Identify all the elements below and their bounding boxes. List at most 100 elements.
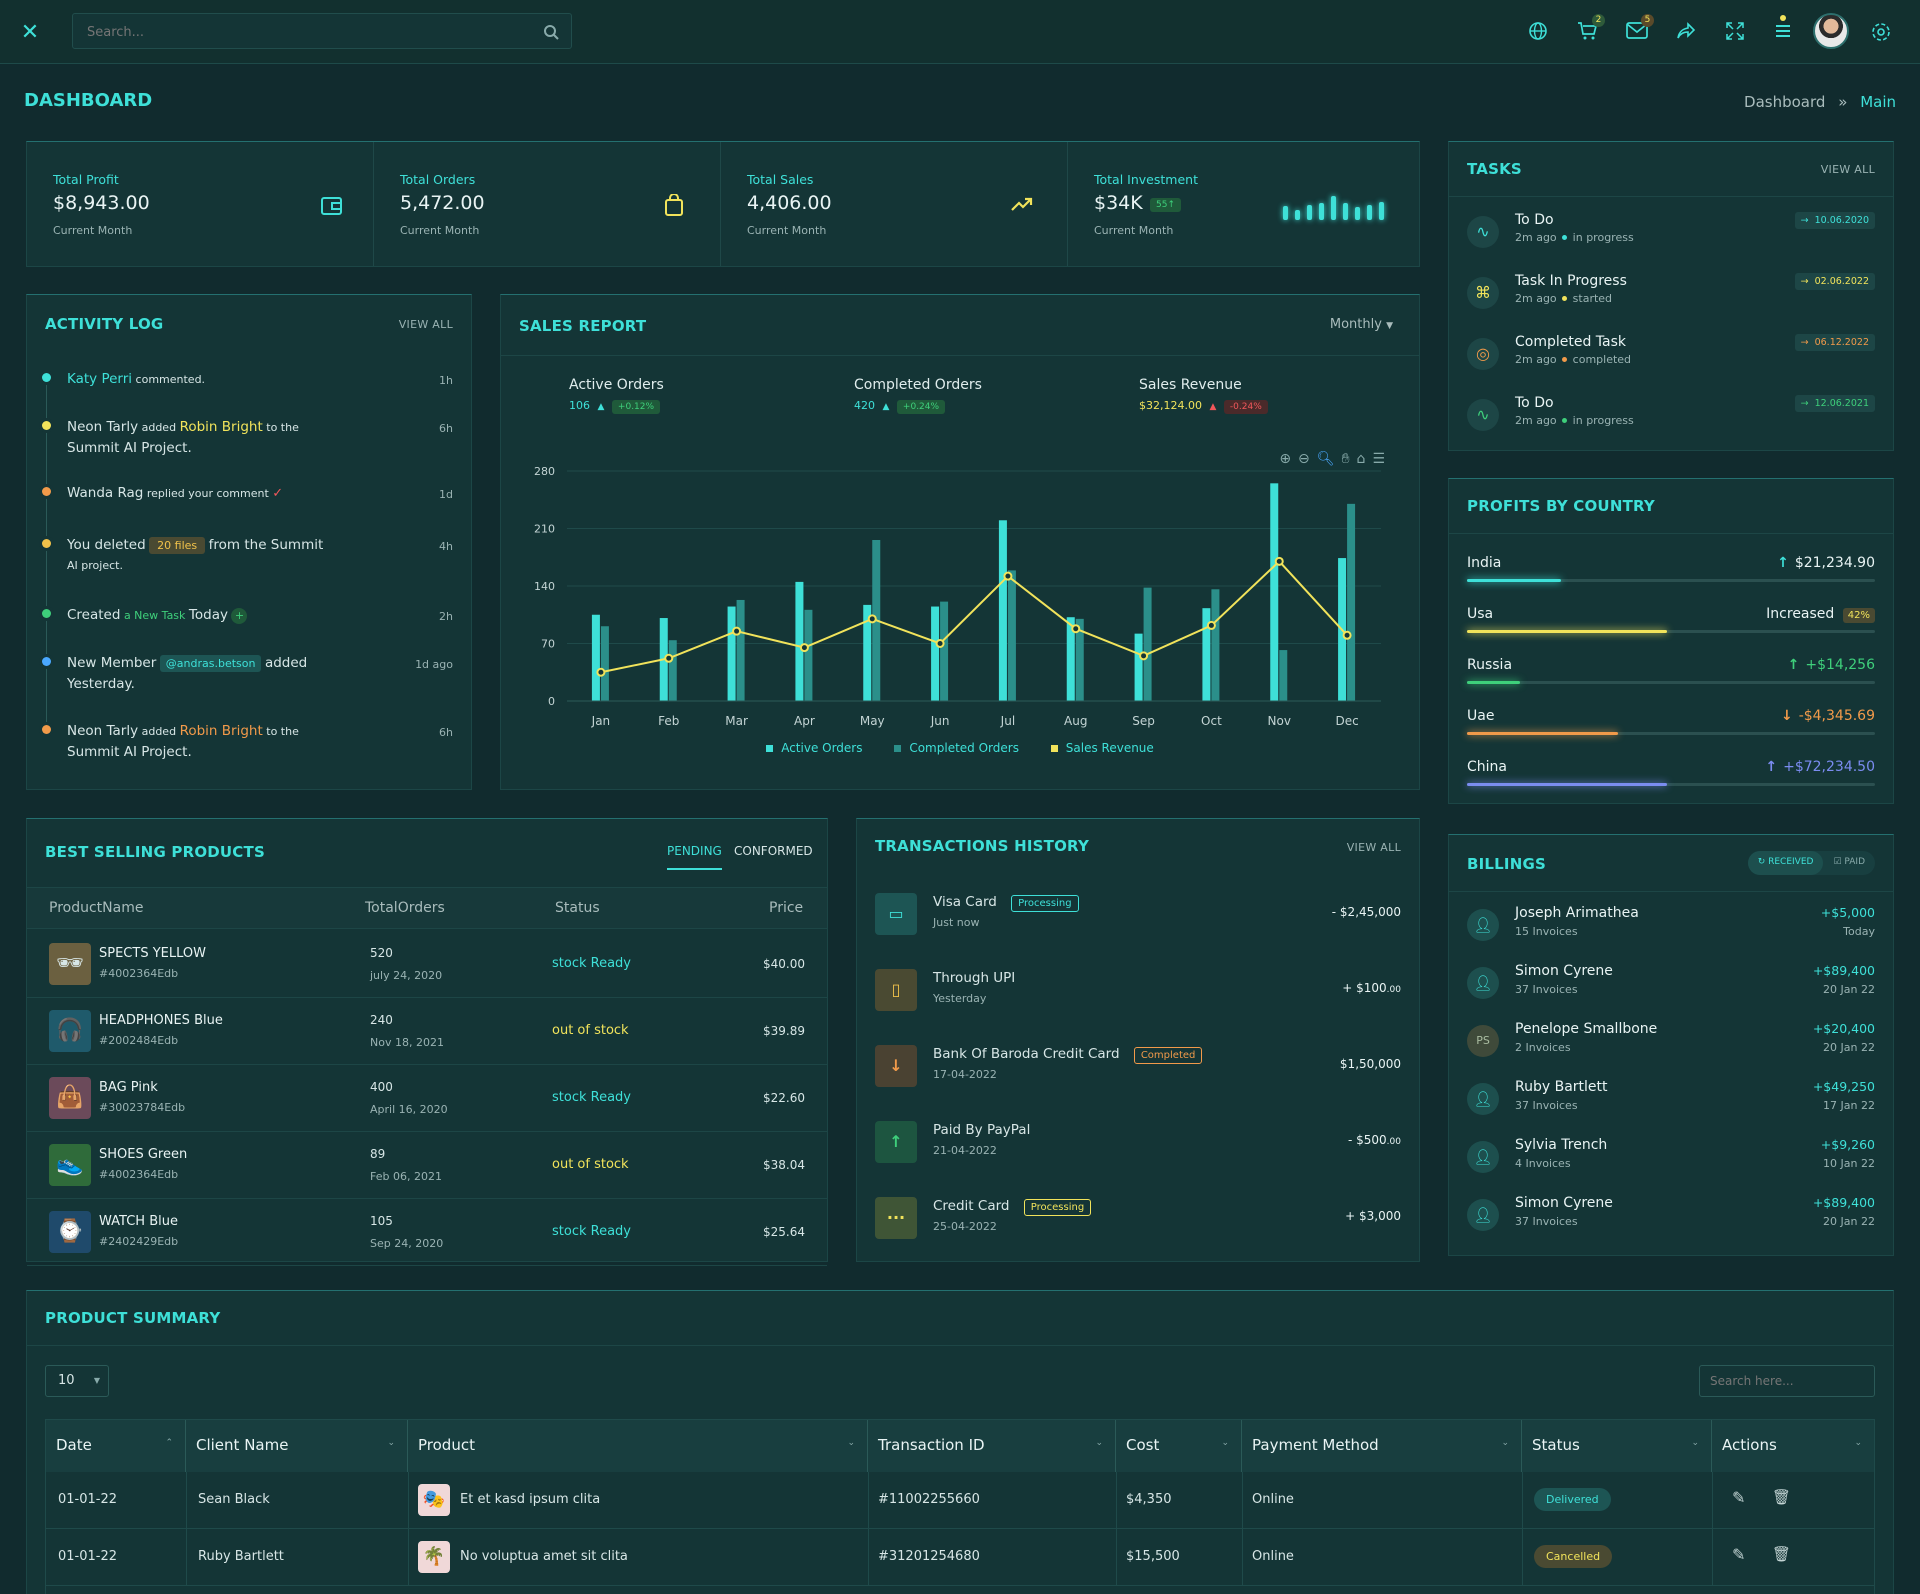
pan-icon[interactable]: ✋︎ — [1341, 451, 1350, 467]
share-icon[interactable] — [1676, 21, 1696, 41]
point-sales-revenue[interactable] — [799, 643, 809, 653]
bar-active-orders[interactable] — [1270, 483, 1279, 701]
transaction-name[interactable]: Bank Of Baroda Credit Card — [933, 1046, 1120, 1062]
new-task-link[interactable]: a New Task — [123, 609, 186, 622]
bar-completed-orders[interactable] — [1347, 503, 1356, 701]
product-name[interactable]: SPECTS YELLOW — [99, 946, 206, 961]
transaction-name[interactable]: Credit Card — [933, 1198, 1010, 1214]
globe-icon[interactable] — [1528, 21, 1548, 41]
tasks-view-all[interactable]: VIEW ALL — [1820, 163, 1875, 176]
bar-completed-orders[interactable] — [1143, 587, 1152, 701]
point-sales-revenue[interactable] — [1274, 556, 1284, 566]
task-name[interactable]: To Do — [1515, 395, 1554, 411]
bar-completed-orders[interactable] — [804, 609, 813, 701]
bar-active-orders[interactable] — [1066, 617, 1075, 701]
transaction-name[interactable]: Paid By PayPal — [933, 1122, 1031, 1138]
edit-icon[interactable]: ✎ — [1732, 1488, 1746, 1507]
product-name[interactable]: WATCH Blue — [99, 1214, 178, 1229]
bar-active-orders[interactable] — [591, 614, 600, 701]
activity-target[interactable]: Robin Bright — [179, 723, 263, 739]
task-name[interactable]: To Do — [1515, 212, 1554, 228]
breadcrumb-dashboard[interactable]: Dashboard — [1744, 93, 1826, 111]
legend-sales-revenue[interactable]: Sales Revenue — [1050, 741, 1154, 755]
bar-active-orders[interactable] — [727, 606, 736, 701]
task-name[interactable]: Completed Task — [1515, 334, 1627, 350]
column-header[interactable]: Date ⌃ — [46, 1420, 186, 1472]
tab-received[interactable]: ↻ RECEIVED — [1747, 851, 1824, 875]
period-dropdown[interactable]: Monthly ▼ — [1330, 317, 1393, 332]
point-sales-revenue[interactable] — [867, 614, 877, 624]
mail-icon[interactable] — [1626, 22, 1648, 39]
point-sales-revenue[interactable] — [1003, 571, 1013, 581]
bar-active-orders[interactable] — [998, 520, 1007, 701]
chart-menu-icon[interactable]: ☰ — [1372, 451, 1385, 467]
page-size-select[interactable]: 10 ▼ — [45, 1365, 109, 1397]
bar-completed-orders[interactable] — [1211, 589, 1220, 701]
bar-active-orders[interactable] — [795, 581, 804, 701]
chevron-down-icon[interactable]: ⌄ — [387, 1438, 395, 1448]
bar-completed-orders[interactable] — [1279, 650, 1288, 701]
avatar[interactable] — [1813, 13, 1849, 49]
transaction-name[interactable]: Visa Card — [933, 894, 997, 910]
point-sales-revenue[interactable] — [664, 653, 674, 663]
bar-completed-orders[interactable] — [1075, 618, 1084, 701]
column-header[interactable]: Client Name ⌄ — [186, 1420, 408, 1472]
column-header[interactable]: Transaction ID ⌄ — [868, 1420, 1116, 1472]
member-tag[interactable]: @andras.betson — [159, 655, 262, 672]
column-header[interactable]: Actions ⌄ — [1712, 1420, 1874, 1472]
bar-completed-orders[interactable] — [600, 626, 609, 701]
column-header[interactable]: Product ⌄ — [408, 1420, 868, 1472]
point-sales-revenue[interactable] — [1342, 630, 1352, 640]
bar-completed-orders[interactable] — [736, 599, 745, 701]
chevron-down-icon[interactable]: ⌄ — [1221, 1438, 1229, 1448]
zoom-in-icon[interactable]: ⊕ — [1279, 451, 1292, 467]
table-search-input[interactable] — [1699, 1365, 1875, 1397]
bar-completed-orders[interactable] — [940, 601, 949, 701]
column-header[interactable]: Payment Method ⌄ — [1242, 1420, 1522, 1472]
billing-name[interactable]: Penelope Smallbone — [1515, 1021, 1658, 1037]
fullscreen-icon[interactable] — [1725, 21, 1745, 41]
point-sales-revenue[interactable] — [1139, 651, 1149, 661]
point-sales-revenue[interactable] — [1206, 620, 1216, 630]
plus-icon[interactable]: + — [231, 608, 248, 624]
chevron-down-icon[interactable]: ⌄ — [1501, 1438, 1509, 1448]
breadcrumb-main[interactable]: Main — [1860, 93, 1896, 111]
bar-completed-orders[interactable] — [1007, 570, 1016, 701]
billing-name[interactable]: Simon Cyrene — [1515, 963, 1613, 979]
bar-active-orders[interactable] — [1134, 633, 1143, 701]
bar-active-orders[interactable] — [931, 606, 940, 701]
tab-conformed[interactable]: CONFORMED — [734, 844, 813, 858]
legend-active-orders[interactable]: Active Orders — [766, 741, 863, 755]
activity-view-all[interactable]: VIEW ALL — [398, 318, 453, 331]
delete-icon[interactable]: 🗑︎ — [1772, 1488, 1792, 1506]
point-sales-revenue[interactable] — [596, 667, 606, 677]
settings-gear-icon[interactable] — [1870, 21, 1892, 43]
magnify-icon[interactable]: 🔍︎ — [1316, 451, 1335, 467]
bar-active-orders[interactable] — [863, 604, 872, 701]
activity-user[interactable]: Katy Perri — [67, 371, 133, 387]
task-name[interactable]: Task In Progress — [1515, 273, 1627, 289]
point-sales-revenue[interactable] — [1071, 624, 1081, 634]
activity-target[interactable]: Robin Bright — [179, 419, 263, 435]
edit-icon[interactable]: ✎ — [1732, 1545, 1746, 1564]
chevron-down-icon[interactable]: ⌄ — [847, 1438, 855, 1448]
bar-completed-orders[interactable] — [668, 640, 677, 701]
delete-icon[interactable]: 🗑︎ — [1772, 1545, 1792, 1563]
billing-name[interactable]: Simon Cyrene — [1515, 1195, 1613, 1211]
point-sales-revenue[interactable] — [732, 626, 742, 636]
transactions-view-all[interactable]: VIEW ALL — [1346, 841, 1401, 854]
chevron-down-icon[interactable]: ⌄ — [1854, 1438, 1862, 1448]
search-input[interactable] — [87, 22, 527, 42]
column-header[interactable]: Cost ⌄ — [1116, 1420, 1242, 1472]
menu-icon[interactable] — [1774, 14, 1792, 40]
chevron-down-icon[interactable]: ⌄ — [1095, 1438, 1103, 1448]
transaction-name[interactable]: Through UPI — [933, 970, 1016, 986]
column-header[interactable]: Status ⌄ — [1522, 1420, 1712, 1472]
tab-paid[interactable]: ☑ PAID — [1833, 857, 1865, 867]
product-name[interactable]: SHOES Green — [99, 1147, 188, 1162]
search-box[interactable] — [72, 13, 572, 49]
zoom-out-icon[interactable]: ⊖ — [1298, 451, 1310, 467]
product-name[interactable]: BAG Pink — [99, 1080, 158, 1095]
sort-up-icon[interactable]: ⌃ — [165, 1438, 173, 1448]
legend-completed-orders[interactable]: Completed Orders — [894, 741, 1019, 755]
